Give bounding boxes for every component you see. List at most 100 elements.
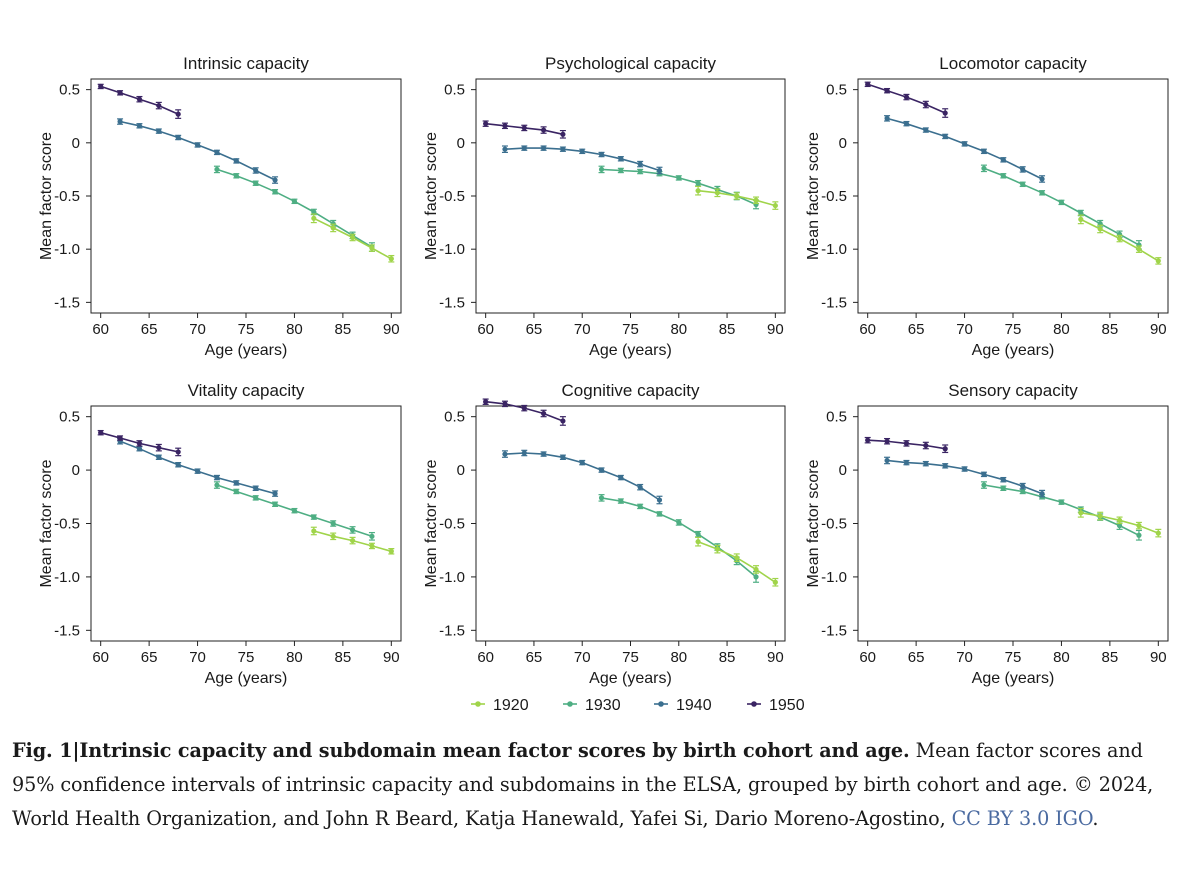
data-point bbox=[1155, 530, 1161, 536]
data-point bbox=[521, 125, 527, 131]
data-point bbox=[521, 145, 527, 151]
license-link[interactable]: CC BY 3.0 IGO bbox=[951, 807, 1093, 830]
chart-grid: Intrinsic capacity 60 65 70 75 80 85 90 0.5 0 -0.5… bbox=[38, 54, 1169, 714]
data-point bbox=[942, 110, 948, 116]
data-point bbox=[540, 127, 547, 133]
data-point bbox=[714, 546, 721, 552]
data-point bbox=[136, 446, 143, 452]
series-1920 bbox=[310, 526, 395, 555]
legend-label: 1920 bbox=[493, 697, 529, 714]
data-point bbox=[233, 488, 239, 495]
data-point bbox=[618, 474, 624, 481]
series-1950 bbox=[864, 436, 949, 454]
y-tick-label: -1.0 bbox=[821, 241, 847, 258]
data-point bbox=[579, 460, 585, 466]
data-point bbox=[656, 497, 663, 503]
x-tick-label: 60 bbox=[92, 649, 109, 666]
data-point bbox=[311, 528, 317, 534]
data-point bbox=[637, 161, 643, 167]
x-tick-label: 85 bbox=[335, 649, 352, 666]
legend-item-1950: 1950 bbox=[747, 697, 805, 714]
data-point bbox=[1155, 258, 1161, 264]
data-point bbox=[598, 151, 605, 158]
x-tick-label: 75 bbox=[622, 321, 639, 338]
x-tick-label: 65 bbox=[908, 321, 925, 338]
x-tick-label: 75 bbox=[238, 649, 255, 666]
x-tick-label: 60 bbox=[477, 649, 494, 666]
y-tick-label: 0 bbox=[839, 462, 847, 479]
y-tick-label: -0.5 bbox=[54, 188, 80, 205]
data-point bbox=[1116, 517, 1123, 523]
data-point bbox=[676, 175, 682, 181]
data-point bbox=[521, 450, 527, 456]
legend-label: 1930 bbox=[585, 697, 621, 714]
data-point bbox=[637, 484, 643, 490]
data-point bbox=[714, 190, 721, 196]
data-point bbox=[98, 430, 104, 436]
series-1930 bbox=[980, 164, 1142, 250]
data-point bbox=[291, 198, 298, 204]
series-1940 bbox=[117, 437, 279, 497]
data-point bbox=[253, 485, 259, 491]
series-1940 bbox=[117, 118, 279, 184]
data-point bbox=[656, 167, 663, 174]
y-tick-label: -0.5 bbox=[821, 188, 847, 205]
y-tick-label: -0.5 bbox=[439, 516, 465, 533]
data-point bbox=[695, 188, 701, 194]
series-1920 bbox=[310, 213, 395, 263]
data-point bbox=[156, 445, 162, 451]
data-point bbox=[117, 118, 123, 125]
panel-title: Cognitive capacity bbox=[562, 381, 700, 400]
data-point bbox=[560, 454, 566, 460]
y-tick-label: -1.5 bbox=[821, 294, 847, 311]
data-point bbox=[903, 460, 910, 466]
data-point bbox=[214, 166, 220, 173]
data-point bbox=[502, 401, 508, 407]
panel-locomotor-capacity: Locomotor capacity 60 65 70 75 80 85 90 0.5 0 -0.5… bbox=[805, 54, 1169, 359]
data-point bbox=[483, 121, 489, 127]
data-point bbox=[772, 202, 778, 209]
plot-frame bbox=[857, 78, 1169, 314]
data-point bbox=[272, 177, 278, 183]
data-point bbox=[1020, 483, 1026, 489]
data-point bbox=[194, 468, 201, 474]
x-tick-label: 75 bbox=[238, 321, 255, 338]
data-point bbox=[1000, 157, 1006, 163]
y-tick-label: 0 bbox=[72, 135, 80, 152]
panel-sensory-capacity: Sensory capacity 60 65 70 75 80 85 90 0.5 0 -0.5 -1… bbox=[805, 381, 1169, 687]
data-point bbox=[884, 88, 890, 94]
x-tick-label: 90 bbox=[767, 321, 784, 338]
data-point bbox=[637, 503, 643, 510]
y-axis-label: Mean factor score bbox=[38, 132, 55, 260]
y-axis-label: Mean factor score bbox=[423, 459, 440, 587]
data-point bbox=[598, 495, 605, 501]
legend-swatch-dot bbox=[751, 701, 757, 707]
data-point bbox=[272, 189, 278, 195]
x-tick-label: 90 bbox=[383, 649, 400, 666]
y-axis-label: Mean factor score bbox=[38, 459, 55, 587]
data-point bbox=[753, 197, 759, 203]
data-point bbox=[618, 167, 624, 174]
data-point bbox=[903, 94, 910, 100]
data-point bbox=[194, 142, 201, 148]
x-axis-label: Age (years) bbox=[205, 342, 288, 359]
series-line-1930 bbox=[601, 497, 757, 578]
data-point bbox=[1078, 216, 1084, 222]
data-point bbox=[1058, 199, 1065, 205]
data-point bbox=[1136, 246, 1142, 252]
data-point bbox=[961, 466, 968, 472]
data-point bbox=[330, 225, 336, 231]
data-point bbox=[981, 482, 987, 488]
x-tick-label: 80 bbox=[286, 321, 303, 338]
x-tick-label: 80 bbox=[1053, 649, 1070, 666]
data-point bbox=[598, 166, 605, 173]
legend-item-1920: 1920 bbox=[471, 697, 529, 714]
caption-title: Intrinsic capacity and subdomain mean fa… bbox=[79, 739, 910, 762]
panel-vitality-capacity: Vitality capacity 60 65 70 75 80 85 90 0.5 0 -0.5 -… bbox=[38, 381, 402, 687]
x-tick-label: 90 bbox=[383, 321, 400, 338]
y-tick-label: 0 bbox=[839, 135, 847, 152]
data-point bbox=[369, 245, 375, 251]
x-tick-label: 75 bbox=[1005, 649, 1022, 666]
y-tick-label: 0.5 bbox=[444, 409, 465, 426]
data-point bbox=[369, 543, 375, 549]
